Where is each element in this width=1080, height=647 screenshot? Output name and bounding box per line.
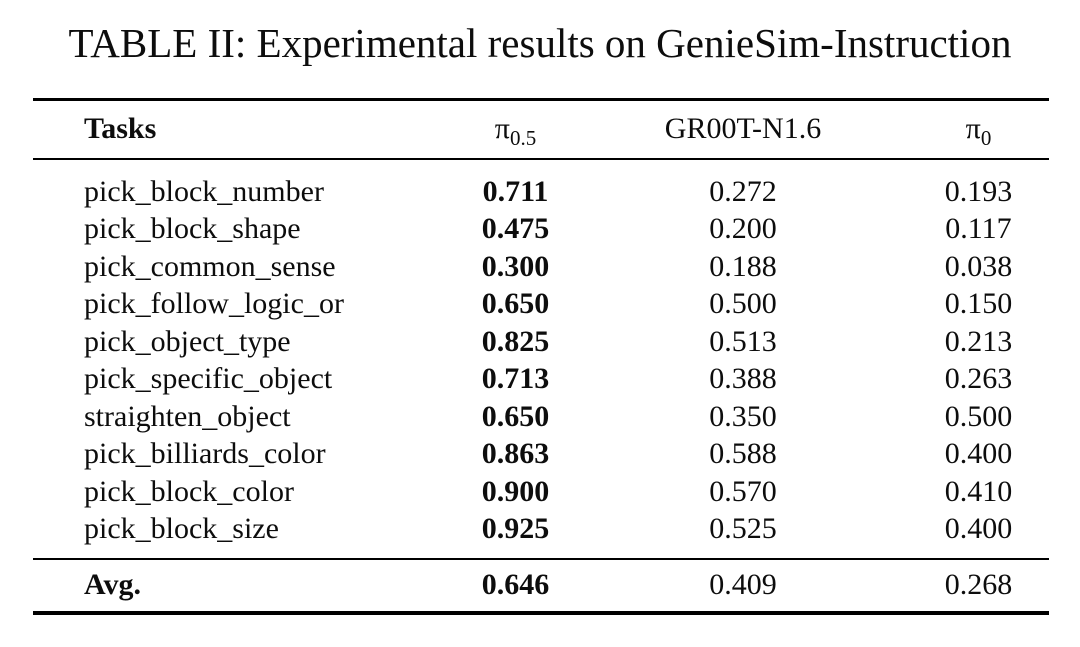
- pi-symbol: π: [965, 112, 981, 146]
- table-row: pick_object_type 0.825 0.513 0.213: [33, 323, 1049, 361]
- pi0-value-cell: 0.500: [944, 399, 1013, 433]
- pi0-value-cell: 0.410: [944, 474, 1013, 508]
- pi05-value-cell: 0.300: [481, 249, 550, 283]
- pi05-value-cell: 0.863: [481, 437, 550, 470]
- gr00t-value-cell: 0.188: [709, 249, 777, 283]
- results-table: Tasks π0.5 GR00T-N1.6 π0 pick_block_numb…: [33, 98, 1049, 615]
- gr00t-value-cell: 0.200: [709, 212, 777, 245]
- pi-symbol: π: [494, 112, 510, 146]
- task-name-cell: pick_block_shape: [84, 212, 301, 245]
- gr00t-value-cell: 0.588: [709, 437, 777, 470]
- task-name-cell: straighten_object: [84, 399, 291, 433]
- table-row: pick_common_sense 0.300 0.188 0.038: [33, 248, 1049, 286]
- task-name-cell: pick_object_type: [84, 324, 291, 358]
- gr00t-value-cell: 0.350: [709, 399, 777, 433]
- gr00t-value-cell: 0.513: [709, 324, 777, 358]
- pi05-value-cell: 0.711: [482, 174, 549, 208]
- table-header: Tasks π0.5 GR00T-N1.6 π0: [33, 99, 1049, 160]
- pi0-value-cell: 0.213: [944, 324, 1013, 358]
- pi0-value-cell: 0.117: [945, 212, 1012, 245]
- task-name-cell: pick_block_color: [84, 474, 294, 508]
- table-row: pick_specific_object 0.713 0.388 0.263: [33, 360, 1049, 398]
- pi0-value-cell: 0.263: [944, 362, 1013, 395]
- task-name-cell: pick_block_size: [84, 512, 279, 545]
- task-name-cell: pick_block_number: [84, 174, 324, 208]
- task-name-cell: pick_common_sense: [84, 249, 336, 283]
- table-body: pick_block_number 0.711 0.272 0.193 pick…: [33, 159, 1049, 559]
- column-header-tasks: Tasks: [33, 99, 423, 160]
- task-name-cell: pick_billiards_color: [84, 437, 326, 470]
- pi05-subscript: 0.5: [509, 126, 537, 151]
- pi05-value-cell: 0.713: [481, 362, 550, 395]
- pi0-subscript: 0: [980, 126, 992, 151]
- gr00t-value-cell: 0.388: [709, 362, 777, 395]
- tasks-header-label: Tasks: [84, 112, 157, 146]
- avg-row: Avg. 0.646 0.409 0.268: [33, 557, 1049, 613]
- pi0-value-cell: 0.038: [944, 249, 1013, 283]
- table-row: pick_block_size 0.925 0.525 0.400: [33, 510, 1049, 559]
- column-header-pi05: π0.5: [423, 99, 608, 160]
- table-row: pick_billiards_color 0.863 0.588 0.400: [33, 435, 1049, 473]
- pi05-value-cell: 0.650: [481, 399, 550, 433]
- table-footer: Avg. 0.646 0.409 0.268: [33, 557, 1049, 613]
- gr00t-value-cell: 0.500: [709, 287, 777, 320]
- task-name-cell: pick_specific_object: [84, 362, 333, 395]
- avg-pi0-value: 0.268: [878, 557, 1049, 613]
- pi0-value-cell: 0.400: [944, 437, 1013, 470]
- pi05-value-cell: 0.825: [481, 324, 550, 358]
- table-row: pick_block_number 0.711 0.272 0.193: [33, 159, 1049, 211]
- pi05-value-cell: 0.650: [481, 287, 550, 320]
- table-row: pick_follow_logic_or 0.650 0.500 0.150: [33, 285, 1049, 323]
- task-name-cell: pick_follow_logic_or: [84, 287, 344, 320]
- pi05-value-cell: 0.925: [481, 512, 550, 545]
- table-row: pick_block_color 0.900 0.570 0.410: [33, 473, 1049, 511]
- table-caption: TABLE II: Experimental results on GenieS…: [68, 20, 1012, 66]
- avg-pi05-value: 0.646: [423, 557, 608, 613]
- pi0-value-cell: 0.193: [944, 174, 1013, 208]
- table-row: straighten_object 0.650 0.350 0.500: [33, 398, 1049, 436]
- gr00t-value-cell: 0.570: [709, 474, 777, 508]
- avg-label: Avg.: [33, 557, 423, 613]
- pi05-value-cell: 0.475: [481, 212, 550, 245]
- table-row: pick_block_shape 0.475 0.200 0.117: [33, 210, 1049, 248]
- pi0-value-cell: 0.150: [944, 287, 1013, 320]
- gr00t-value-cell: 0.525: [709, 512, 777, 545]
- column-header-pi0: π0: [878, 99, 1049, 160]
- pi0-value-cell: 0.400: [944, 512, 1013, 545]
- avg-gr00t-value: 0.409: [608, 557, 878, 613]
- column-header-gr00t: GR00T-N1.6: [608, 99, 878, 160]
- gr00t-value-cell: 0.272: [709, 174, 777, 208]
- pi05-value-cell: 0.900: [481, 474, 550, 508]
- header-row: Tasks π0.5 GR00T-N1.6 π0: [33, 99, 1049, 160]
